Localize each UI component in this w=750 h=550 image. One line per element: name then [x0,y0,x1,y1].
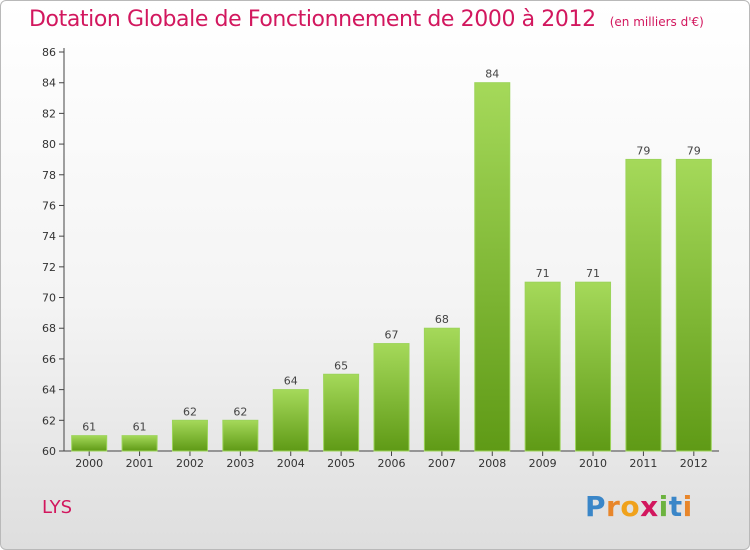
chart-title: Dotation Globale de Fonctionnement de 20… [29,7,704,32]
x-tick-label: 2008 [478,457,506,470]
bar-2012 [675,158,712,452]
bar-2008 [474,82,511,452]
x-tick-label: 2001 [126,457,154,470]
data-label-2012: 79 [687,144,701,157]
bar-2010 [575,281,612,452]
x-tick-label: 2003 [226,457,254,470]
y-tick-label: 82 [42,107,56,120]
bar-2006 [373,343,410,452]
data-label-2007: 68 [435,313,449,326]
y-tick-label: 68 [42,322,56,335]
y-tick-label: 66 [42,353,56,366]
data-label-2008: 84 [485,68,499,81]
bar-2001 [121,435,158,452]
x-tick-label: 2005 [327,457,355,470]
bars [71,82,712,452]
data-label-2002: 62 [183,405,197,418]
x-tick-label: 2000 [75,457,103,470]
bar-2005 [323,373,360,452]
data-label-2001: 61 [133,421,147,434]
y-tick-label: 62 [42,414,56,427]
y-tick-label: 86 [42,46,56,59]
data-label-2009: 71 [536,267,550,280]
commune-name: LYS [42,497,73,518]
bar-2003 [222,419,259,452]
data-label-2005: 65 [334,359,348,372]
x-tick-label: 2002 [176,457,204,470]
y-tick-label: 84 [42,77,56,90]
data-label-2006: 67 [385,329,399,342]
axes: 60 62 64 66 68 70 72 74 76 78 80 82 84 86 2000 2001 2002… [42,46,719,470]
data-labels: 61 61 62 62 64 65 67 68 84 71 71 79 79 [82,68,701,434]
y-tick-label: 72 [42,261,56,274]
data-label-2011: 79 [636,144,650,157]
bar-2007 [423,327,460,452]
bar-2002 [171,419,208,452]
proxiti-logo: Proxiti [585,490,693,523]
x-tick-label: 2004 [277,457,305,470]
y-tick-label: 78 [42,169,56,182]
chart-subtitle: (en milliers d'€) [609,15,704,29]
bar-2004 [272,389,309,452]
chart-title-text: Dotation Globale de Fonctionnement de 20… [29,7,596,32]
data-label-2000: 61 [82,421,96,434]
y-tick-label: 76 [42,199,56,212]
y-tick-label: 74 [42,230,56,243]
x-tick-label: 2007 [428,457,456,470]
x-tick-label: 2012 [680,457,708,470]
data-label-2004: 64 [284,375,298,388]
y-tick-label: 60 [42,445,56,458]
x-tick-label: 2011 [629,457,657,470]
x-tick-label: 2010 [579,457,607,470]
y-tick-label: 70 [42,292,56,305]
x-tick-label: 2006 [378,457,406,470]
y-tick-label: 80 [42,138,56,151]
data-label-2010: 71 [586,267,600,280]
bar-2009 [524,281,561,452]
bar-2011 [625,158,662,452]
x-tick-label: 2009 [529,457,557,470]
y-tick-label: 64 [42,384,56,397]
data-label-2003: 62 [233,405,247,418]
bar-2000 [71,435,108,452]
